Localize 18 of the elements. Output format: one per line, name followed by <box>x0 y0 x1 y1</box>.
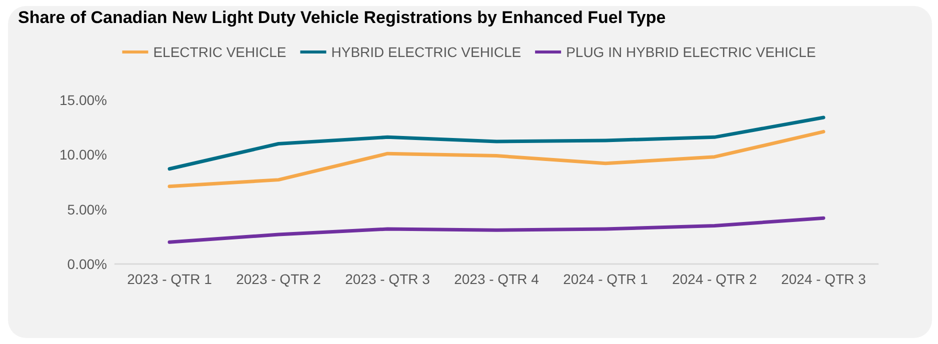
x-tick-label: 2023 - QTR 4 <box>454 271 540 287</box>
x-tick-label: 2024 - QTR 2 <box>672 271 758 287</box>
y-tick-label: 10.00% <box>60 146 107 163</box>
x-tick-label: 2024 - QTR 3 <box>781 271 866 287</box>
x-tick-label: 2023 - QTR 2 <box>236 271 322 287</box>
y-tick-label: 5.00% <box>67 201 107 218</box>
line-series <box>168 116 826 171</box>
x-tick-label: 2023 - QTR 1 <box>127 271 212 287</box>
x-tick-label: 2024 - QTR 1 <box>563 271 648 287</box>
legend-label: PLUG IN HYBRID ELECTRIC VEHICLE <box>566 44 816 60</box>
y-tick-label: 0.00% <box>67 256 107 272</box>
line-series <box>168 216 826 244</box>
chart-title: Share of Canadian New Light Duty Vehicle Registrations by Enhanced Fuel Type <box>18 8 666 28</box>
y-tick-label: 15.00% <box>60 92 107 108</box>
line-series <box>168 130 826 188</box>
x-tick-label: 2023 - QTR 3 <box>345 271 430 287</box>
legend-label: HYBRID ELECTRIC VEHICLE <box>331 44 522 60</box>
legend-label: ELECTRIC VEHICLE <box>153 44 286 60</box>
